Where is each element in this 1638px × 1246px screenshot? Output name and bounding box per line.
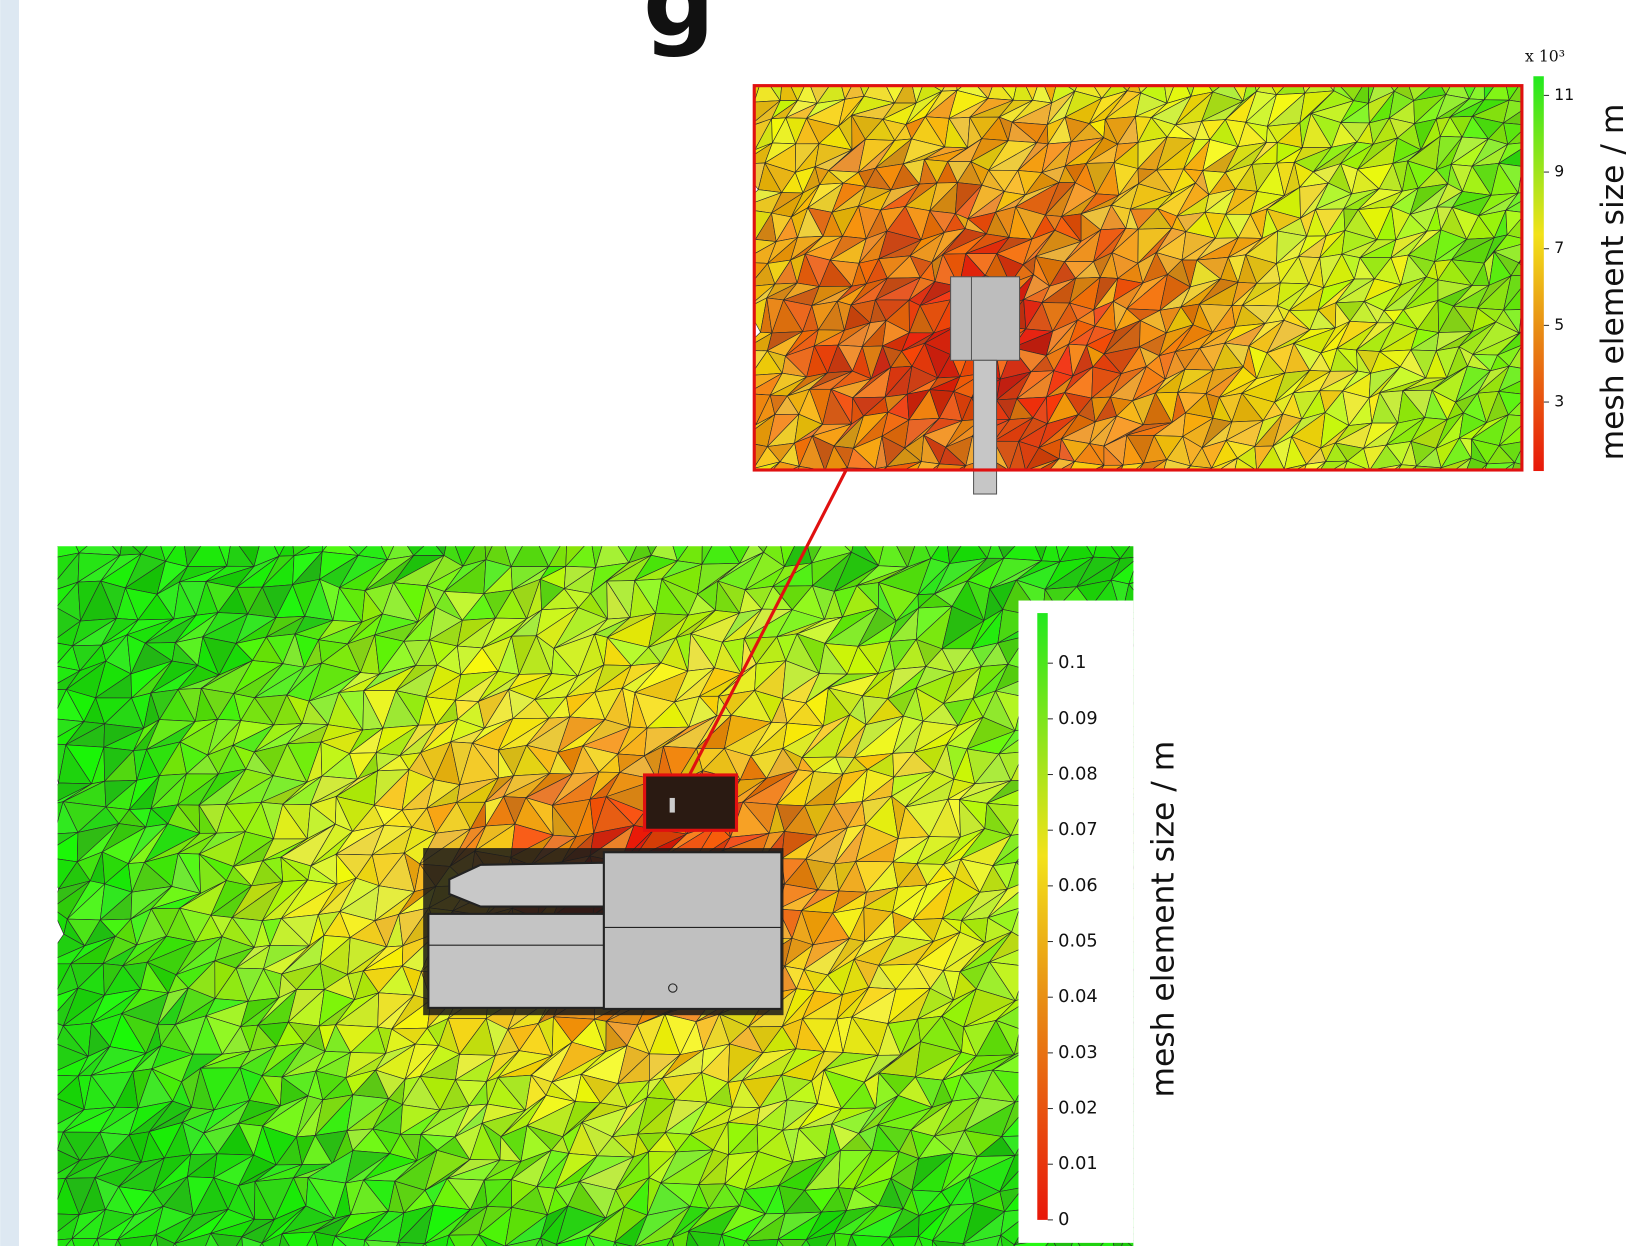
mesh-element [1138,1180,1160,1207]
mesh-element [1134,670,1172,703]
zoom-box [645,775,737,830]
mesh-element [942,68,957,91]
mesh-element [1338,470,1369,492]
mesh-element [1141,634,1172,670]
mesh-element [72,1239,97,1246]
colorbar-panel [1018,601,1133,1243]
mesh-element [1129,568,1179,584]
colorbar-tick-label: 0.06 [1058,876,1098,896]
colorbar-tick-label: 0.05 [1058,932,1098,952]
slide-title: g [643,0,715,60]
mesh-element [1042,529,1060,562]
colorbar-tick-label: 0.08 [1058,765,1098,785]
mesh-element [1135,538,1151,557]
colorbar-tick-label: 3 [1554,392,1564,411]
colorbar-tick-label: 0.04 [1058,987,1098,1007]
colorbar [1533,76,1543,471]
colorbar-tick-label: 7 [1554,238,1564,257]
mesh-element [1139,538,1179,568]
mesh-element [1093,531,1120,559]
colorbar-tick-label: 0.01 [1058,1154,1098,1174]
colorbar-tick-label: 0 [1058,1210,1069,1230]
mesh-element [1138,1162,1178,1183]
mesh-element [1143,698,1170,731]
mesh-element [97,1239,117,1246]
mesh-element [1134,698,1158,731]
mesh-element [778,1239,806,1246]
slide: g mesh element size / m mesh element siz… [0,0,1638,1246]
mesh-element [1230,470,1257,492]
mesh-element [79,533,120,555]
colorbar-label: mesh element size / m [1146,741,1182,1098]
colorbar-tick-label: 11 [1554,85,1574,104]
colorbar-tick-label: 9 [1554,162,1564,181]
left-strip [0,0,19,1246]
colorbar [1037,613,1047,1220]
page: g mesh element size / m mesh element siz… [0,0,1638,1246]
colorbar-tick-label: 0.02 [1058,1099,1098,1119]
mesh-element [1148,579,1168,618]
colorbar-tick-label: 0.07 [1058,820,1098,840]
colorbar-label: mesh element size / m [1595,104,1631,461]
mesh-element [120,537,141,555]
mesh-element [1004,531,1042,561]
mesh-element [1138,1162,1178,1183]
colorbar-tick-label: 5 [1554,315,1564,334]
inset-mesh [738,68,1563,494]
mesh-element [792,471,825,494]
mesh-element [1130,618,1168,635]
mesh-element [1130,608,1168,635]
mesh-element [1276,70,1304,94]
mesh-element [1134,671,1172,703]
mesh-element [1305,74,1334,93]
mesh-element [1060,530,1093,562]
mesh-element [889,1236,918,1246]
mesh-element [677,525,702,564]
mesh-element [1129,557,1179,584]
mesh-element [1151,1180,1166,1217]
mesh-element [279,532,294,556]
probe-small [670,798,675,813]
colorbar-tick-label: 0.09 [1058,709,1098,729]
colorbar-multiplier: x 10³ [1525,46,1565,65]
colorbar-tick-label: 0.1 [1058,653,1086,673]
main-geometry [423,848,783,1015]
colorbar-tick-label: 0.03 [1058,1043,1098,1063]
mesh-element [1146,1134,1177,1165]
mesh-element [1137,724,1170,742]
